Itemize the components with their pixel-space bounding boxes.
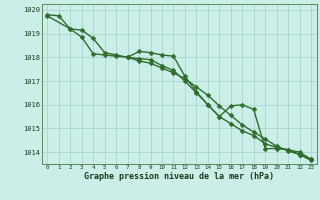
X-axis label: Graphe pression niveau de la mer (hPa): Graphe pression niveau de la mer (hPa) <box>84 172 274 181</box>
